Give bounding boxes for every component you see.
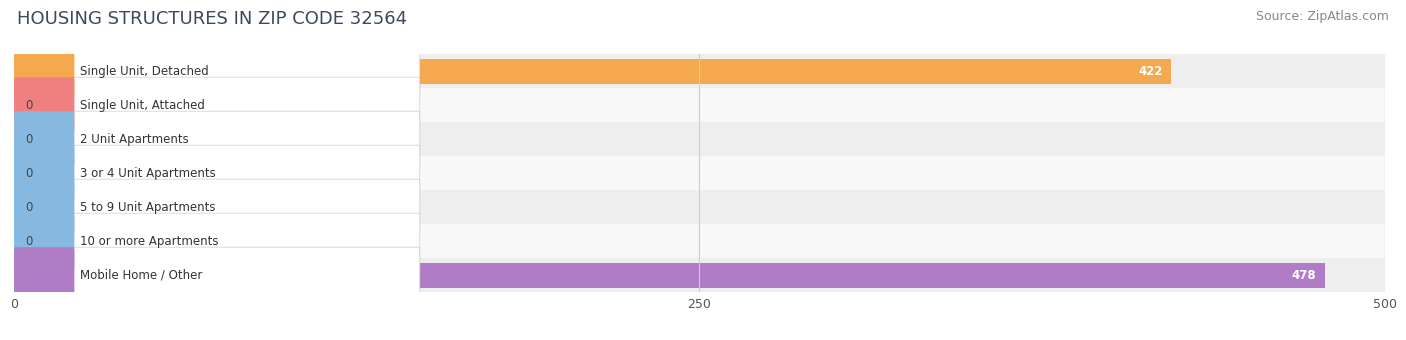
FancyBboxPatch shape — [14, 145, 75, 202]
Text: 5 to 9 Unit Apartments: 5 to 9 Unit Apartments — [80, 201, 215, 214]
Bar — [14, 258, 1385, 292]
FancyBboxPatch shape — [14, 43, 75, 100]
Text: 0: 0 — [25, 133, 32, 146]
Bar — [14, 156, 1385, 190]
Text: Source: ZipAtlas.com: Source: ZipAtlas.com — [1256, 10, 1389, 23]
Text: HOUSING STRUCTURES IN ZIP CODE 32564: HOUSING STRUCTURES IN ZIP CODE 32564 — [17, 10, 406, 28]
Text: 2 Unit Apartments: 2 Unit Apartments — [80, 133, 188, 146]
Text: 10 or more Apartments: 10 or more Apartments — [80, 235, 218, 248]
FancyBboxPatch shape — [14, 179, 75, 236]
FancyBboxPatch shape — [14, 111, 75, 168]
Text: 478: 478 — [1292, 269, 1316, 282]
Text: 0: 0 — [25, 235, 32, 248]
FancyBboxPatch shape — [14, 43, 420, 100]
Text: 422: 422 — [1139, 65, 1163, 78]
Bar — [14, 224, 1385, 258]
Text: Single Unit, Attached: Single Unit, Attached — [80, 99, 205, 112]
FancyBboxPatch shape — [14, 77, 420, 134]
Bar — [14, 54, 1385, 88]
FancyBboxPatch shape — [14, 179, 420, 236]
Text: 3 or 4 Unit Apartments: 3 or 4 Unit Apartments — [80, 167, 215, 180]
FancyBboxPatch shape — [14, 213, 75, 270]
FancyBboxPatch shape — [14, 77, 75, 134]
Bar — [14, 263, 1324, 288]
Text: Single Unit, Detached: Single Unit, Detached — [80, 65, 208, 78]
Bar — [14, 190, 1385, 224]
FancyBboxPatch shape — [14, 145, 420, 202]
Text: Mobile Home / Other: Mobile Home / Other — [80, 269, 202, 282]
FancyBboxPatch shape — [14, 213, 420, 270]
FancyBboxPatch shape — [14, 247, 75, 304]
Bar — [14, 88, 1385, 122]
Bar — [14, 59, 1171, 84]
Text: 0: 0 — [25, 99, 32, 112]
Bar — [14, 122, 1385, 156]
Text: 0: 0 — [25, 167, 32, 180]
FancyBboxPatch shape — [14, 247, 420, 304]
Text: 0: 0 — [25, 201, 32, 214]
FancyBboxPatch shape — [14, 111, 420, 168]
